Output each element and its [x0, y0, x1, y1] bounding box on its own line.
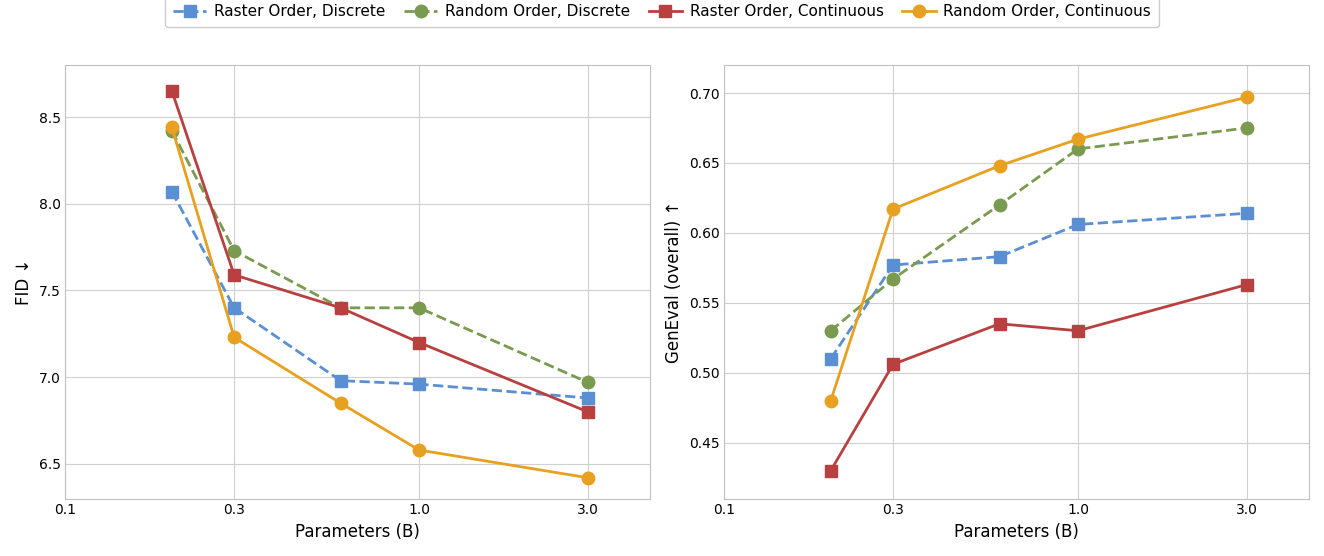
Line: Random Order, Discrete: Random Order, Discrete — [825, 122, 1253, 337]
Raster Order, Continuous — [580, 409, 596, 415]
Line: Random Order, Continuous: Random Order, Continuous — [166, 121, 594, 484]
Random Order, Continuous — [886, 206, 902, 212]
Line: Raster Order, Continuous: Raster Order, Continuous — [166, 85, 594, 418]
Raster Order, Continuous — [164, 88, 180, 95]
Random Order, Discrete — [226, 247, 242, 254]
Line: Raster Order, Discrete: Raster Order, Discrete — [825, 207, 1253, 365]
Raster Order, Continuous — [1070, 327, 1086, 334]
Random Order, Discrete — [164, 128, 180, 135]
Raster Order, Discrete — [1239, 210, 1255, 217]
X-axis label: Parameters (B): Parameters (B) — [295, 523, 420, 541]
Y-axis label: FID ↓: FID ↓ — [15, 259, 33, 305]
Legend: Raster Order, Discrete, Random Order, Discrete, Raster Order, Continuous, Random: Raster Order, Discrete, Random Order, Di… — [166, 0, 1158, 27]
Line: Raster Order, Discrete: Raster Order, Discrete — [166, 185, 594, 404]
Raster Order, Continuous — [1239, 281, 1255, 288]
Random Order, Continuous — [412, 446, 428, 453]
Random Order, Discrete — [580, 379, 596, 386]
Raster Order, Continuous — [412, 339, 428, 346]
X-axis label: Parameters (B): Parameters (B) — [955, 523, 1079, 541]
Raster Order, Continuous — [886, 361, 902, 368]
Raster Order, Continuous — [226, 271, 242, 278]
Random Order, Discrete — [886, 276, 902, 282]
Random Order, Continuous — [1070, 136, 1086, 142]
Line: Raster Order, Continuous: Raster Order, Continuous — [825, 279, 1253, 477]
Random Order, Continuous — [580, 474, 596, 481]
Raster Order, Discrete — [226, 305, 242, 311]
Raster Order, Continuous — [332, 305, 348, 311]
Random Order, Discrete — [412, 305, 428, 311]
Raster Order, Discrete — [580, 395, 596, 401]
Random Order, Discrete — [1070, 146, 1086, 152]
Line: Random Order, Continuous: Random Order, Continuous — [825, 91, 1253, 407]
Random Order, Discrete — [332, 305, 348, 311]
Raster Order, Discrete — [886, 262, 902, 269]
Raster Order, Discrete — [164, 188, 180, 195]
Random Order, Continuous — [992, 162, 1008, 169]
Y-axis label: GenEval (overall) ↑: GenEval (overall) ↑ — [665, 201, 683, 363]
Raster Order, Discrete — [1070, 221, 1086, 228]
Line: Random Order, Discrete: Random Order, Discrete — [166, 125, 594, 389]
Raster Order, Discrete — [412, 381, 428, 388]
Random Order, Discrete — [992, 202, 1008, 208]
Raster Order, Discrete — [992, 254, 1008, 260]
Random Order, Continuous — [226, 334, 242, 341]
Random Order, Discrete — [1239, 125, 1255, 131]
Random Order, Continuous — [1239, 94, 1255, 101]
Raster Order, Continuous — [992, 320, 1008, 327]
Raster Order, Discrete — [822, 355, 838, 362]
Random Order, Continuous — [822, 398, 838, 404]
Random Order, Discrete — [822, 327, 838, 334]
Raster Order, Continuous — [822, 467, 838, 474]
Raster Order, Discrete — [332, 378, 348, 384]
Random Order, Continuous — [332, 400, 348, 406]
Random Order, Continuous — [164, 124, 180, 131]
